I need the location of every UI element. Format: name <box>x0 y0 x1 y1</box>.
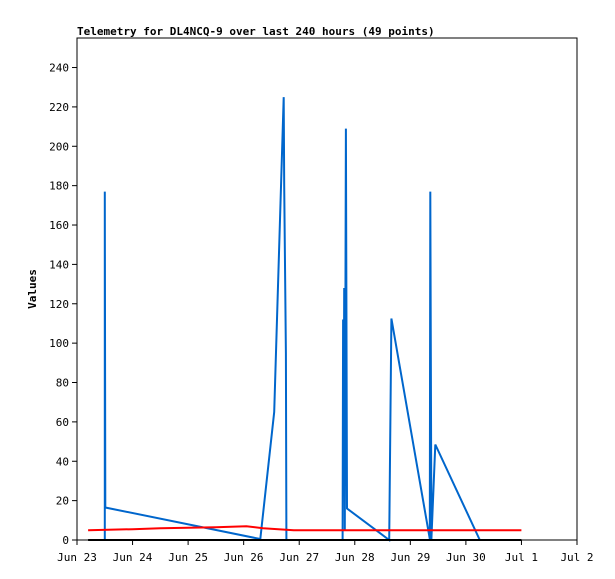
y-tick-label: 0 <box>62 534 69 547</box>
x-tick-label: Jun 29 <box>390 551 430 564</box>
y-tick-label: 60 <box>56 416 69 429</box>
x-tick-label: Jun 23 <box>57 551 97 564</box>
chart-title: Telemetry for DL4NCQ-9 over last 240 hou… <box>77 25 435 38</box>
plot-frame <box>76 37 578 541</box>
series-layer <box>88 97 522 542</box>
x-axis-ticks: Jun 23 Jun 24 Jun 25 Jun 26 Jun 27 Jun 28 Jun … <box>57 540 594 564</box>
y-tick-label: 120 <box>49 298 69 311</box>
y-tick-label: 200 <box>49 140 69 153</box>
x-tick-label: Jun 27 <box>279 551 319 564</box>
x-tick-label: Jun 28 <box>335 551 375 564</box>
x-tick-label: Jul 2 <box>560 551 593 564</box>
y-tick-label: 160 <box>49 219 69 232</box>
y-tick-label: 100 <box>49 337 69 350</box>
series-line-0 <box>103 97 481 542</box>
x-tick-label: Jun 24 <box>113 551 153 564</box>
y-tick-label: 80 <box>56 377 69 390</box>
y-axis-ticks: 0 20 40 60 80 100 120 140 160 180 200 220 240 <box>49 62 77 547</box>
x-tick-label: Jun 25 <box>168 551 208 564</box>
y-tick-label: 220 <box>49 101 69 114</box>
series-line-1 <box>88 525 522 532</box>
y-tick-label: 140 <box>49 258 69 271</box>
y-tick-label: 180 <box>49 180 69 193</box>
y-tick-label: 40 <box>56 455 69 468</box>
x-tick-label: Jul 1 <box>505 551 538 564</box>
x-tick-label: Jun 30 <box>446 551 486 564</box>
y-axis-label: Values <box>26 269 39 309</box>
y-tick-label: 240 <box>49 62 69 75</box>
x-tick-label: Jun 26 <box>224 551 264 564</box>
y-tick-label: 20 <box>56 495 69 508</box>
